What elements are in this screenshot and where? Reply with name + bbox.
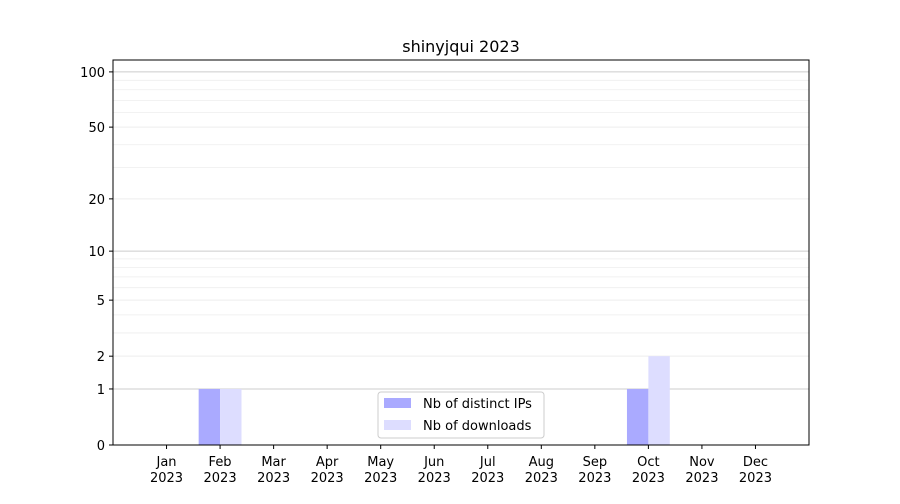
x-tick-label: Dec 2023 xyxy=(739,455,772,486)
y-tick-label: 2 xyxy=(97,350,105,365)
legend-swatch-downloads xyxy=(384,420,411,430)
x-tick-label: Oct 2023 xyxy=(632,455,665,486)
y-tick-label: 50 xyxy=(88,121,105,136)
y-tick-label: 10 xyxy=(88,245,105,260)
x-tick-label: Nov 2023 xyxy=(685,455,718,486)
x-tick-label: Apr 2023 xyxy=(311,455,344,486)
x-tick-label: Feb 2023 xyxy=(204,455,237,486)
y-tick-label: 0 xyxy=(97,439,105,454)
x-axis: Jan 2023 Feb 2023 Mar 2023 Apr 2023 May 2023 Jun 20… xyxy=(150,445,772,486)
legend-swatch-ips xyxy=(384,398,411,408)
x-tick-label: Mar 2023 xyxy=(257,455,290,486)
x-tick-label: Sep 2023 xyxy=(578,455,611,486)
chart-title: shinyjqui 2023 xyxy=(402,37,520,56)
bar-distinct-ips xyxy=(626,388,649,445)
plot-frame xyxy=(112,59,810,446)
legend-label-ips: Nb of distinct IPs xyxy=(423,397,532,412)
y-tick-label: 20 xyxy=(88,193,105,208)
y-axis: 0 1 2 5 10 20 50 100 xyxy=(80,66,113,454)
x-tick-label: Jun 2023 xyxy=(418,455,451,486)
x-tick-label: Aug 2023 xyxy=(525,455,558,486)
legend-label-downloads: Nb of downloads xyxy=(423,419,532,434)
y-tick-label: 5 xyxy=(97,294,105,309)
bars xyxy=(198,356,670,445)
legend: Nb of distinct IPs Nb of downloads xyxy=(377,391,545,439)
y-tick-label: 1 xyxy=(97,383,105,398)
y-tick-label: 100 xyxy=(80,66,105,81)
bar-downloads xyxy=(220,388,242,445)
x-tick-label: Jan 2023 xyxy=(150,455,183,486)
bar-distinct-ips xyxy=(198,388,221,445)
bar-downloads xyxy=(648,356,670,445)
x-tick-label: Jul 2023 xyxy=(471,455,504,486)
x-tick-label: May 2023 xyxy=(364,455,397,486)
